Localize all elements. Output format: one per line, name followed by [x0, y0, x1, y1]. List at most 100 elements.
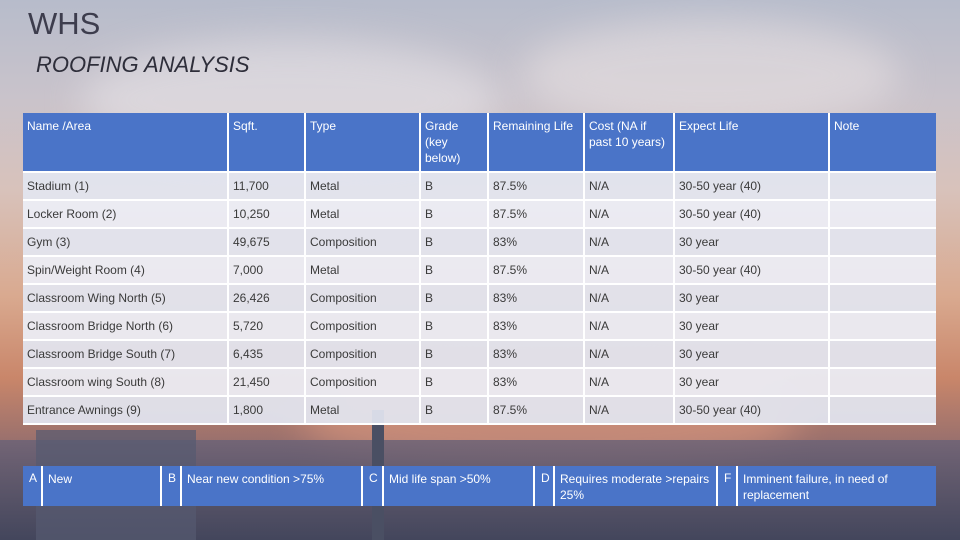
cell-note	[830, 257, 936, 285]
header-name-area: Name /Area	[23, 113, 229, 173]
cell-name-area: Classroom Bridge South (7)	[23, 341, 229, 369]
cell-cost: N/A	[585, 341, 675, 369]
cell-name-area: Classroom wing South (8)	[23, 369, 229, 397]
cell-sqft: 10,250	[229, 201, 306, 229]
cell-cost: N/A	[585, 257, 675, 285]
cell-note	[830, 285, 936, 313]
cell-remaining-life: 83%	[489, 285, 585, 313]
cell-sqft: 26,426	[229, 285, 306, 313]
cell-type: Metal	[306, 257, 421, 285]
cell-note	[830, 341, 936, 369]
cell-expect-life: 30 year	[675, 313, 830, 341]
cell-note	[830, 229, 936, 257]
cell-name-area: Classroom Wing North (5)	[23, 285, 229, 313]
cell-remaining-life: 87.5%	[489, 173, 585, 201]
cell-type: Metal	[306, 173, 421, 201]
header-type: Type	[306, 113, 421, 173]
cell-remaining-life: 83%	[489, 229, 585, 257]
table-row: Stadium (1) 11,700 Metal B 87.5% N/A 30-50 yea…	[23, 173, 936, 201]
cell-sqft: 21,450	[229, 369, 306, 397]
legend-letter: C	[363, 466, 384, 506]
cell-expect-life: 30 year	[675, 229, 830, 257]
cell-type: Metal	[306, 397, 421, 425]
cell-name-area: Spin/Weight Room (4)	[23, 257, 229, 285]
legend-text: Mid life span >50%	[384, 466, 535, 506]
header-grade: Grade (key below)	[421, 113, 489, 173]
cell-remaining-life: 87.5%	[489, 201, 585, 229]
legend-text: New	[43, 466, 162, 506]
cell-grade: B	[421, 201, 489, 229]
cell-cost: N/A	[585, 285, 675, 313]
slide-title: WHS	[28, 6, 101, 41]
sky-cloud	[520, 20, 900, 130]
header-cost: Cost (NA if past 10 years)	[585, 113, 675, 173]
cell-name-area: Gym (3)	[23, 229, 229, 257]
legend-letter: B	[162, 466, 182, 506]
cell-grade: B	[421, 173, 489, 201]
header-remaining-life: Remaining Life	[489, 113, 585, 173]
cell-remaining-life: 83%	[489, 313, 585, 341]
cell-grade: B	[421, 257, 489, 285]
cell-sqft: 6,435	[229, 341, 306, 369]
table-row: Entrance Awnings (9) 1,800 Metal B 87.5% N/A 3…	[23, 397, 936, 425]
cell-sqft: 5,720	[229, 313, 306, 341]
cell-type: Metal	[306, 201, 421, 229]
cell-remaining-life: 87.5%	[489, 257, 585, 285]
cell-grade: B	[421, 313, 489, 341]
cell-grade: B	[421, 285, 489, 313]
roofing-table: Name /Area Sqft. Type Grade (key below) …	[23, 113, 936, 425]
table-row: Locker Room (2) 10,250 Metal B 87.5% N/A 30-50…	[23, 201, 936, 229]
cell-remaining-life: 83%	[489, 369, 585, 397]
header-note: Note	[830, 113, 936, 173]
cell-name-area: Entrance Awnings (9)	[23, 397, 229, 425]
cell-sqft: 7,000	[229, 257, 306, 285]
cell-grade: B	[421, 369, 489, 397]
cell-sqft: 1,800	[229, 397, 306, 425]
cell-cost: N/A	[585, 369, 675, 397]
table-row: Classroom wing South (8) 21,450 Compositio…	[23, 369, 936, 397]
cell-cost: N/A	[585, 173, 675, 201]
cell-remaining-life: 83%	[489, 341, 585, 369]
table-row: Spin/Weight Room (4) 7,000 Metal B 87.5% N/A 3…	[23, 257, 936, 285]
cell-cost: N/A	[585, 397, 675, 425]
table-row: Classroom Bridge South (7) 6,435 Compositi…	[23, 341, 936, 369]
cell-grade: B	[421, 229, 489, 257]
cell-expect-life: 30-50 year (40)	[675, 201, 830, 229]
table-header-row: Name /Area Sqft. Type Grade (key below) …	[23, 113, 936, 173]
cell-grade: B	[421, 397, 489, 425]
cell-remaining-life: 87.5%	[489, 397, 585, 425]
cell-type: Composition	[306, 341, 421, 369]
legend-text: Imminent failure, in need of replacement	[738, 466, 936, 506]
slide-subtitle: ROOFING ANALYSIS	[36, 52, 250, 77]
header-sqft: Sqft.	[229, 113, 306, 173]
cell-type: Composition	[306, 369, 421, 397]
cell-cost: N/A	[585, 313, 675, 341]
cell-type: Composition	[306, 285, 421, 313]
cell-grade: B	[421, 341, 489, 369]
table-row: Classroom Wing North (5) 26,426 Compositio…	[23, 285, 936, 313]
legend-text: Requires moderate >repairs 25%	[555, 466, 718, 506]
table-body: Stadium (1) 11,700 Metal B 87.5% N/A 30-50 yea…	[23, 173, 936, 425]
header-expect-life: Expect Life	[675, 113, 830, 173]
legend-letter: A	[23, 466, 43, 506]
cell-name-area: Locker Room (2)	[23, 201, 229, 229]
cell-expect-life: 30-50 year (40)	[675, 397, 830, 425]
cell-expect-life: 30 year	[675, 369, 830, 397]
table-row: Classroom Bridge North (6) 5,720 Compositi…	[23, 313, 936, 341]
cell-note	[830, 397, 936, 425]
cell-sqft: 49,675	[229, 229, 306, 257]
cell-expect-life: 30-50 year (40)	[675, 173, 830, 201]
cell-note	[830, 369, 936, 397]
cell-name-area: Stadium (1)	[23, 173, 229, 201]
cell-sqft: 11,700	[229, 173, 306, 201]
cell-type: Composition	[306, 229, 421, 257]
cell-expect-life: 30-50 year (40)	[675, 257, 830, 285]
cell-type: Composition	[306, 313, 421, 341]
cell-cost: N/A	[585, 201, 675, 229]
cell-note	[830, 201, 936, 229]
cell-note	[830, 313, 936, 341]
cell-name-area: Classroom Bridge North (6)	[23, 313, 229, 341]
legend-letter: F	[718, 466, 738, 506]
legend-text: Near new condition >75%	[182, 466, 363, 506]
